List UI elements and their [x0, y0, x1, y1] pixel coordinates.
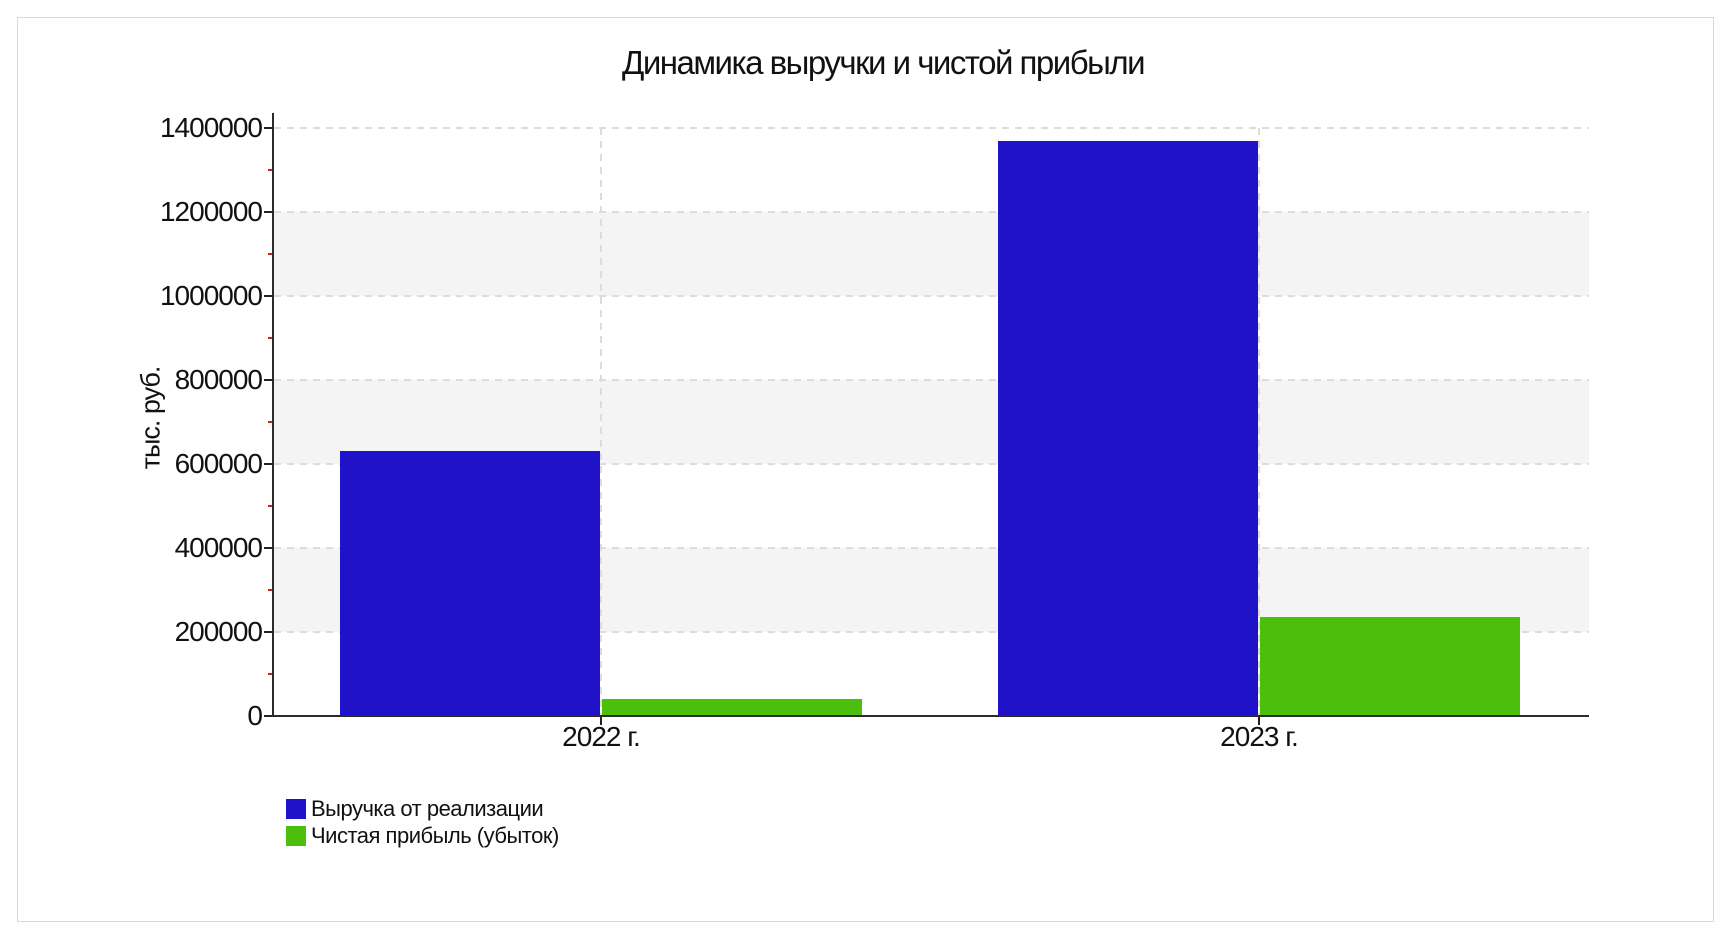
- y-tick-major: [264, 127, 273, 129]
- plot-area: [274, 127, 1589, 716]
- gridline-horizontal: [274, 295, 1589, 297]
- plot-background-band: [274, 380, 1589, 464]
- gridline-horizontal: [274, 211, 1589, 213]
- y-tick-major: [264, 295, 273, 297]
- y-tick-label: 0: [247, 700, 263, 731]
- y-tick-minor: [268, 589, 273, 591]
- bar-revenue: [998, 141, 1258, 716]
- y-tick-major: [264, 631, 273, 633]
- bar-revenue: [340, 451, 600, 716]
- legend-item: Чистая прибыль (убыток): [286, 822, 559, 849]
- y-tick-minor: [268, 505, 273, 507]
- y-tick-label: 200000: [174, 616, 263, 647]
- gridline-horizontal: [274, 127, 1589, 129]
- x-tick-label: 2022 г.: [562, 721, 641, 752]
- legend-label: Чистая прибыль (убыток): [311, 822, 559, 848]
- legend-swatch-net-profit: [286, 825, 306, 846]
- y-tick-minor: [268, 169, 273, 171]
- legend-label: Выручка от реализации: [311, 795, 544, 821]
- bar-net-profit: [1260, 617, 1520, 716]
- y-tick-minor: [268, 421, 273, 423]
- legend: Выручка от реализации Чистая прибыль (убы…: [286, 795, 559, 849]
- legend-swatch-revenue: [286, 798, 306, 819]
- y-tick-label: 600000: [174, 448, 263, 479]
- y-tick-minor: [268, 253, 273, 255]
- gridline-vertical: [600, 128, 602, 716]
- gridline-horizontal: [274, 631, 1589, 633]
- y-tick-major: [264, 547, 273, 549]
- y-tick-label: 1400000: [159, 112, 263, 143]
- y-tick-label: 800000: [174, 364, 263, 395]
- y-tick-major: [264, 463, 273, 465]
- chart-title: Динамика выручки и чистой прибыли: [621, 44, 1146, 81]
- gridline-vertical: [1258, 128, 1260, 716]
- x-axis-line: [272, 715, 1589, 717]
- y-tick-major: [264, 211, 273, 213]
- x-tick-label: 2023 г.: [1220, 721, 1299, 752]
- bar-net-profit: [602, 699, 862, 716]
- plot-background-band: [274, 212, 1589, 296]
- gridline-horizontal: [274, 379, 1589, 381]
- x-tick: [1258, 717, 1260, 725]
- legend-item: Выручка от реализации: [286, 795, 559, 822]
- gridline-horizontal: [274, 547, 1589, 549]
- x-tick: [600, 717, 602, 725]
- y-tick-minor: [268, 337, 273, 339]
- y-axis-line: [272, 113, 274, 716]
- chart-frame: Динамика выручки и чистой прибыли тыс. р…: [17, 17, 1714, 922]
- y-tick-label: 1000000: [159, 280, 263, 311]
- gridline-horizontal: [274, 463, 1589, 465]
- y-tick-label: 400000: [174, 532, 263, 563]
- y-tick-label: 1200000: [159, 196, 263, 227]
- y-tick-minor: [268, 673, 273, 675]
- y-tick-major: [264, 379, 273, 381]
- y-tick-major: [264, 715, 273, 717]
